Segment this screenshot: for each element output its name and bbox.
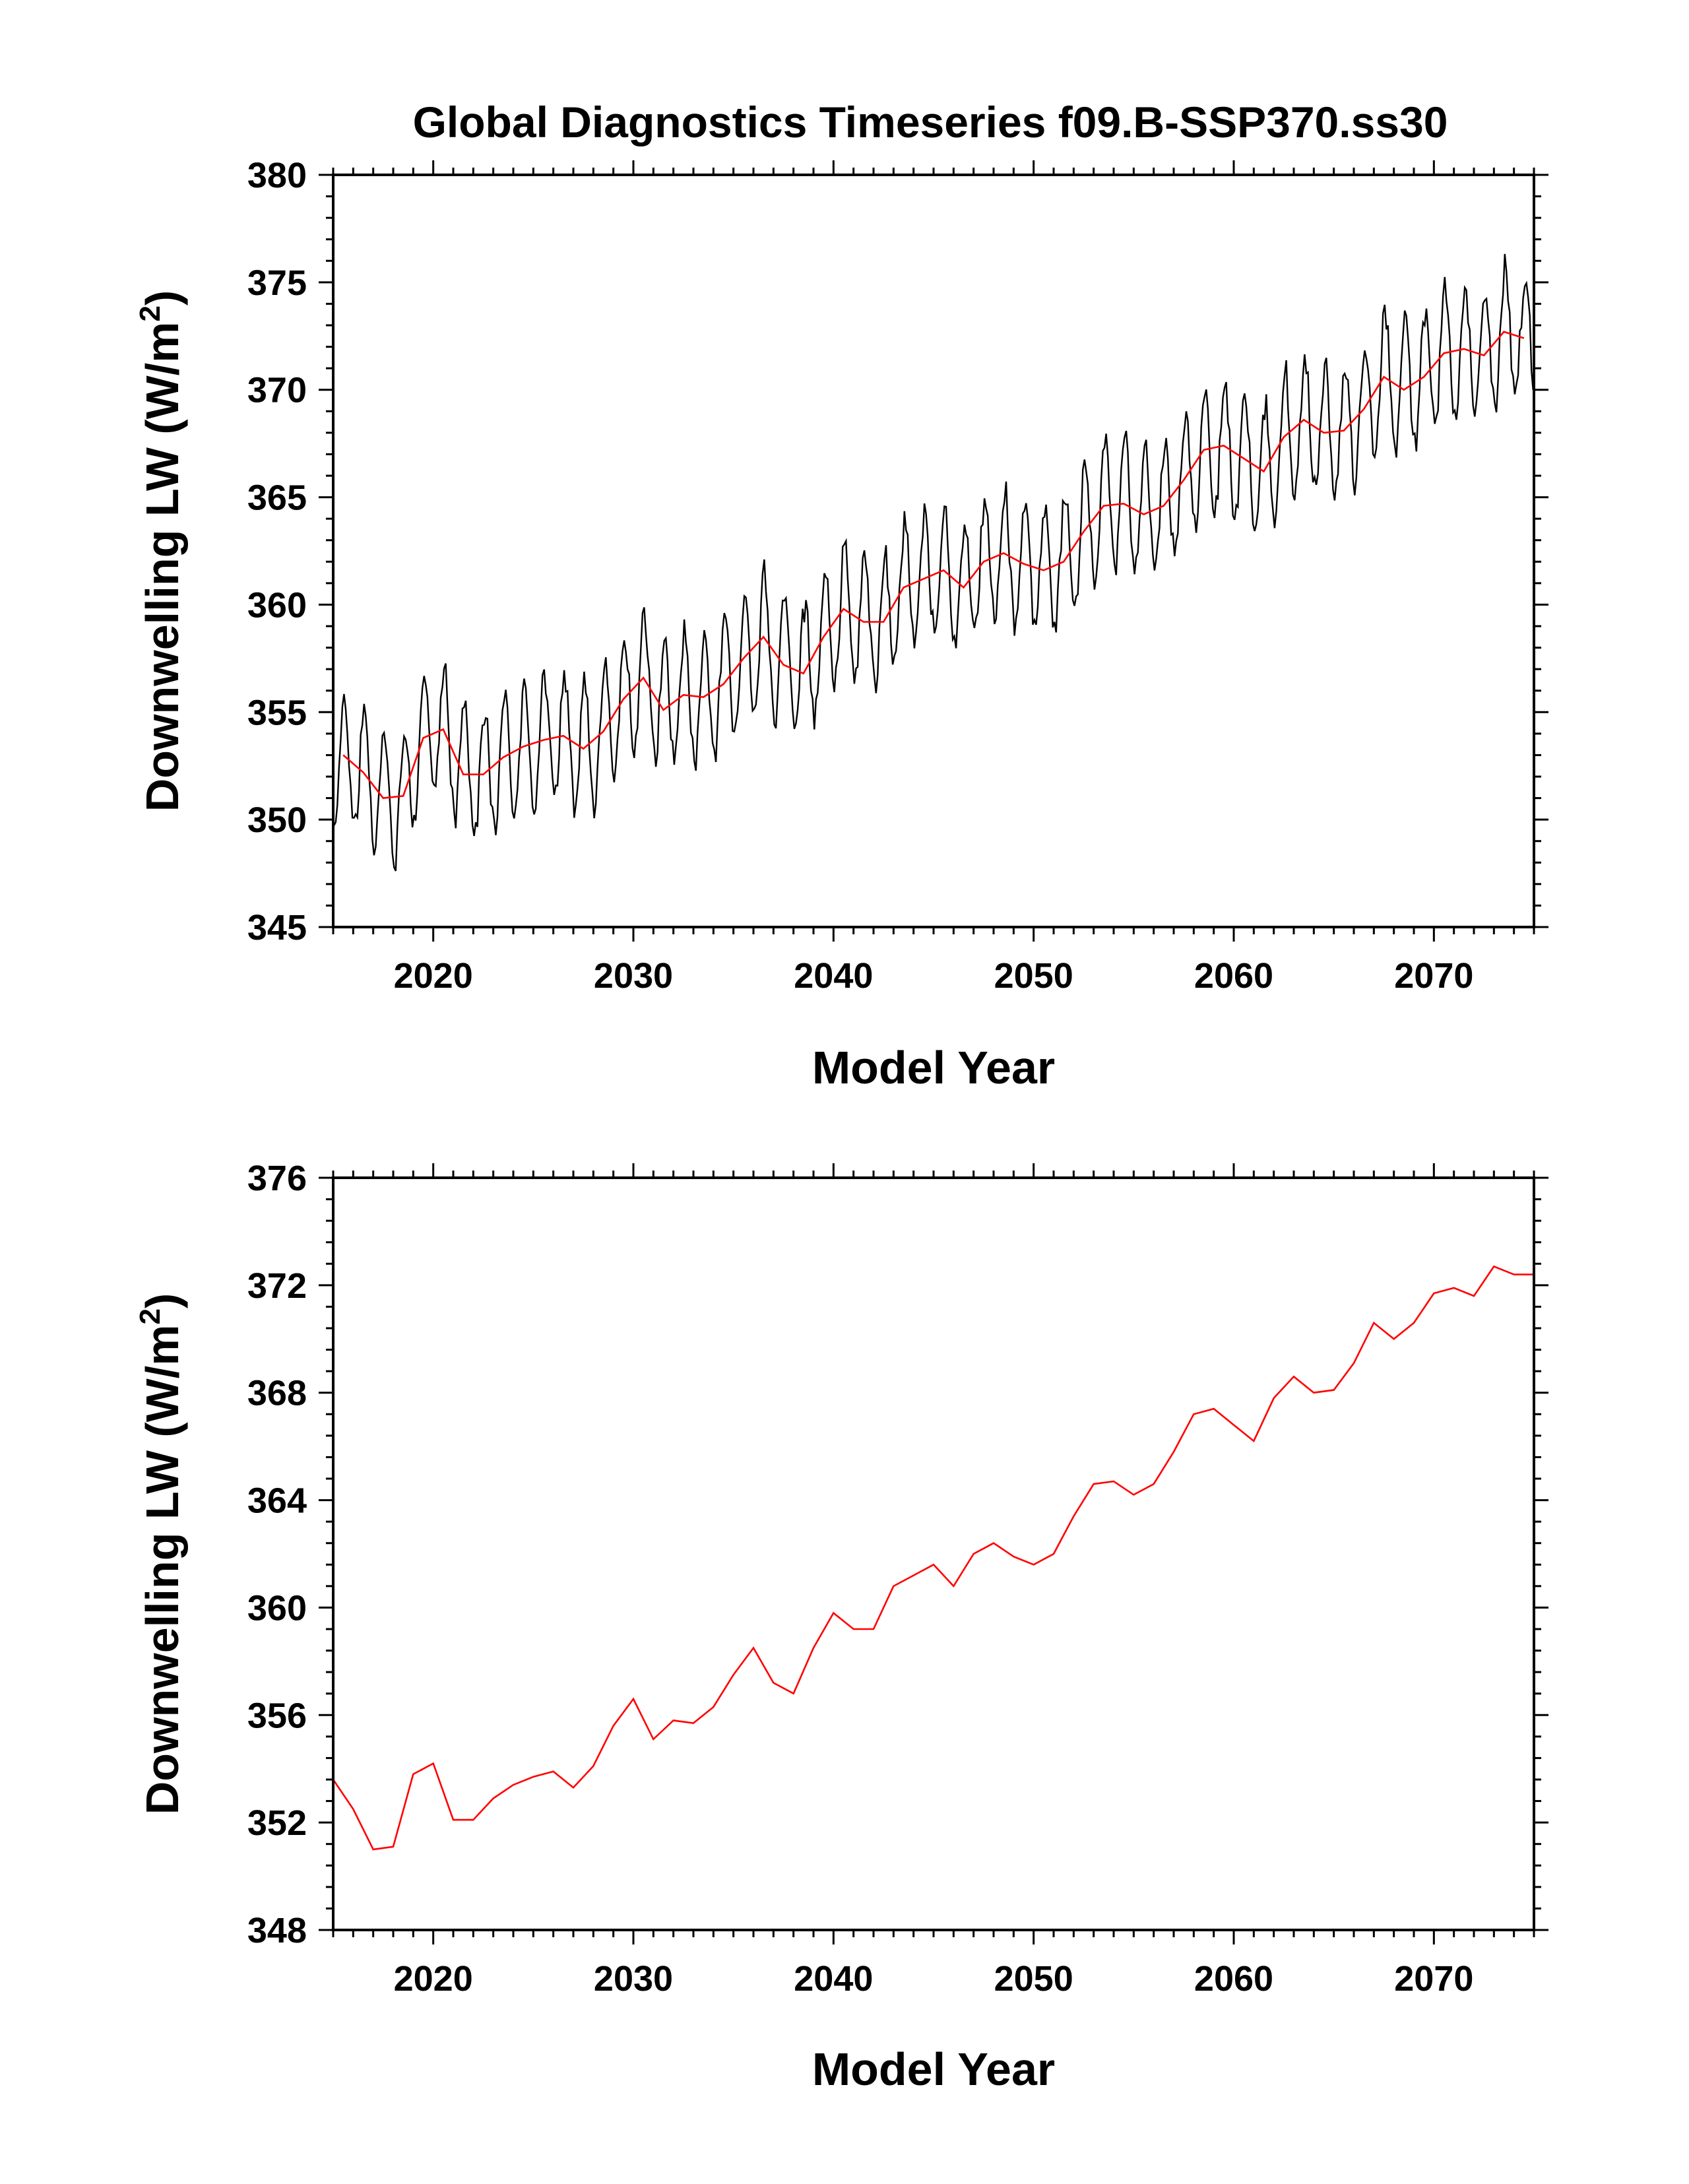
panel-bottom-ytick-label: 372 [247, 1266, 307, 1306]
panel-top-ylabel: Downwelling LW (W/m2) [134, 290, 188, 812]
panel-top-ytick-label: 365 [247, 478, 307, 518]
panel-top-ytick-label: 350 [247, 800, 307, 840]
panel-top-ytick-label: 355 [247, 693, 307, 732]
panel-bottom-ytick-label: 376 [247, 1159, 307, 1198]
panel-bottom: 2020 2030 2040 2050 2060 2070 348 352 356 360 364 3… [134, 1159, 1548, 2095]
panel-top-ticks [319, 160, 1548, 942]
figure-title: Global Diagnostics Timeseries f09.B-SSP3… [413, 98, 1448, 146]
panel-top-xtick-label: 2050 [994, 956, 1073, 996]
panel-top-monthly-series-line [333, 253, 1534, 872]
panel-top-ytick-label: 375 [247, 263, 307, 303]
panel-top-tick-labels: 2020 2030 2040 2050 2060 2070 345 350 355 360 365 3… [247, 156, 1474, 996]
panel-top-xlabel: Model Year [812, 1042, 1055, 1093]
panel-bottom-ylabel: Downwelling LW (W/m2) [134, 1293, 188, 1815]
panel-bottom-xlabel: Model Year [812, 2043, 1055, 2095]
panel-top-ylabel-sup: 2 [134, 305, 166, 321]
panel-bottom-ytick-label: 368 [247, 1374, 307, 1413]
panel-bottom-ytick-label: 356 [247, 1696, 307, 1735]
panel-top-ytick-label: 380 [247, 156, 307, 195]
panel-bottom-ticks [319, 1163, 1548, 1944]
panel-bottom-ytick-label: 364 [247, 1481, 307, 1521]
panel-bottom-xtick-label: 2050 [994, 1959, 1073, 1999]
panel-bottom-xtick-label: 2060 [1194, 1959, 1273, 1999]
panel-bottom-frame [332, 1176, 1535, 1931]
panel-bottom-ylabel-main: Downwelling LW (W/m [137, 1325, 188, 1815]
panel-bottom-tick-labels: 2020 2030 2040 2050 2060 2070 348 352 356 360 364 3… [247, 1159, 1474, 1999]
panel-bottom-annual-mean-series-line [333, 1265, 1534, 1851]
panel-top-xtick-label: 2070 [1394, 956, 1473, 996]
panel-top-xtick-label: 2030 [594, 956, 673, 996]
panel-top-ylabel-main: Downwelling LW (W/m [137, 322, 188, 812]
panel-top: 2020 2030 2040 2050 2060 2070 345 350 355 360 365 3… [134, 156, 1548, 1093]
panel-top-xtick-label: 2040 [794, 956, 873, 996]
panel-bottom-ylabel-sup: 2 [134, 1308, 166, 1324]
panel-bottom-ytick-label: 348 [247, 1911, 307, 1950]
panel-bottom-ytick-label: 360 [247, 1588, 307, 1628]
panel-top-xtick-label: 2060 [1194, 956, 1273, 996]
panel-bottom-plot-content [333, 1265, 1534, 1851]
panel-bottom-ylabel-close: ) [137, 1293, 188, 1308]
panel-top-xtick-label: 2020 [394, 956, 473, 996]
panel-top-ytick-label: 345 [247, 908, 307, 947]
panel-bottom-xtick-label: 2020 [394, 1959, 473, 1999]
panel-top-annual-mean-series-line [342, 331, 1525, 799]
panel-top-plot-content [333, 253, 1534, 872]
panel-bottom-ytick-label: 352 [247, 1803, 307, 1843]
panel-bottom-xtick-label: 2070 [1394, 1959, 1473, 1999]
panel-top-ytick-label: 370 [247, 371, 307, 410]
panel-top-ylabel-close: ) [137, 290, 188, 305]
panel-bottom-xtick-label: 2040 [794, 1959, 873, 1999]
panel-bottom-xtick-label: 2030 [594, 1959, 673, 1999]
panel-top-ytick-label: 360 [247, 585, 307, 625]
